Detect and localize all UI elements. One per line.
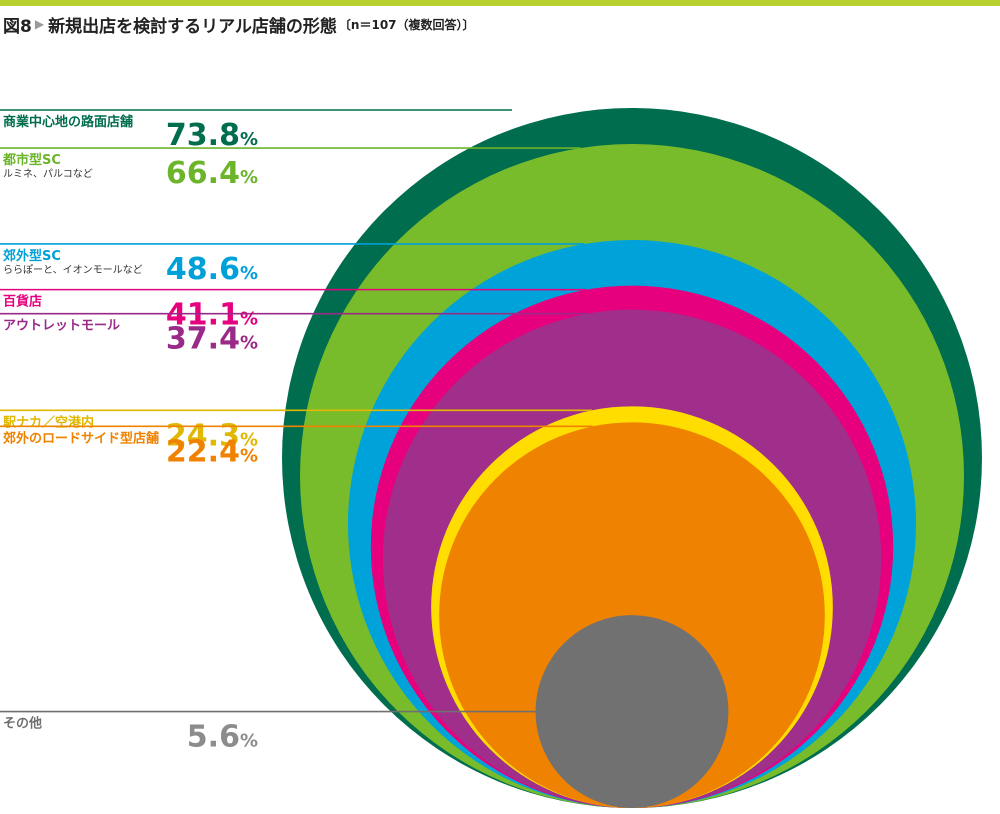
value-label-1: 66.4% xyxy=(166,156,258,191)
category-label-7: その他 xyxy=(3,716,42,732)
value-label-0: 73.8% xyxy=(166,118,258,153)
triangle-right-icon: ▶ xyxy=(34,17,45,31)
category-label-6: 郊外のロードサイド型店舗 xyxy=(3,430,159,446)
category-label-0: 商業中心地の路面店舗 xyxy=(3,114,133,130)
category-label-1: 都市型SC xyxy=(2,152,61,168)
circle-7 xyxy=(535,615,729,809)
value-label-2: 48.6% xyxy=(166,252,258,287)
value-label-5: 24.3% xyxy=(166,418,258,453)
value-label-3: 41.1% xyxy=(166,298,258,333)
value-label-6: 22.4% xyxy=(166,434,258,469)
top-accent-rule xyxy=(0,0,1000,6)
category-label-4: アウトレットモール xyxy=(3,319,120,334)
category-sublabel-2: ららぽーと、イオンモールなど xyxy=(3,264,143,276)
chart-title: 新規出店を検討するリアル店舗の形態 xyxy=(48,16,337,37)
category-sublabel-1: ルミネ、パルコなど xyxy=(3,168,93,180)
category-label-5: 駅ナカ／空港内 xyxy=(2,414,94,430)
chart-title-row: 図8 ▶ 新規出店を検討するリアル店舗の形態 〔n＝107（複数回答）〕 xyxy=(3,12,475,37)
figure-label: 図8 xyxy=(3,16,32,37)
sample-size-note: 〔n＝107（複数回答）〕 xyxy=(338,17,475,32)
category-label-2: 郊外型SC xyxy=(3,248,61,264)
value-label-4: 37.4% xyxy=(166,322,258,357)
value-label-7: 5.6% xyxy=(187,720,258,755)
category-label-3: 百貨店 xyxy=(3,294,42,310)
